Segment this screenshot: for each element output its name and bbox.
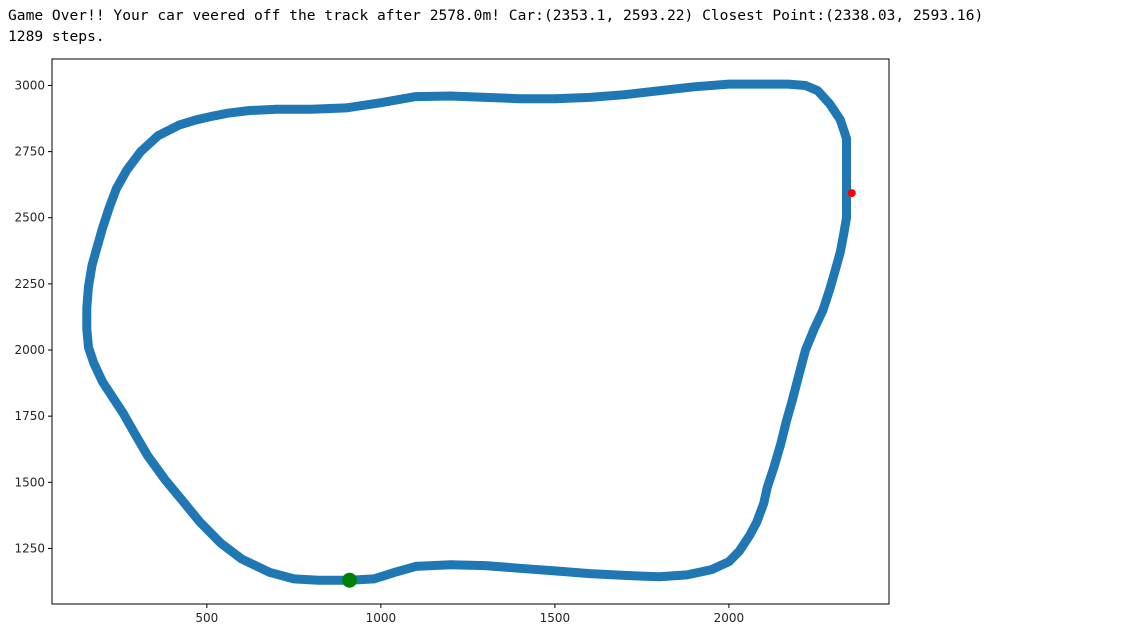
y-tick-label: 2750	[14, 145, 45, 159]
game-over-message: Game Over!! Your car veered off the trac…	[8, 7, 984, 24]
data-layer	[82, 79, 856, 588]
start-point-marker	[342, 572, 358, 588]
track-line	[82, 79, 851, 585]
y-tick-label: 1250	[14, 541, 45, 555]
y-tick-label: 2250	[14, 277, 45, 291]
steps-count: 1289 steps.	[8, 28, 105, 45]
y-tick-label: 1750	[14, 409, 45, 423]
x-tick-label: 2000	[714, 611, 745, 625]
y-tick-label: 2000	[14, 343, 45, 357]
x-tick-label: 500	[195, 611, 218, 625]
tick-layer: 500 1000 1500 2000 1250 1500 1750 2000 2250 2500 2…	[14, 78, 744, 625]
x-tick-label: 1000	[366, 611, 397, 625]
y-tick-label: 2500	[14, 211, 45, 225]
car-position-marker	[847, 189, 856, 198]
axes-frame	[51, 58, 890, 605]
output-text: Game Over!! Your car veered off the trac…	[8, 5, 983, 47]
y-tick-label: 1500	[14, 475, 45, 489]
x-tick-label: 1500	[540, 611, 571, 625]
y-tick-label: 3000	[14, 78, 45, 92]
